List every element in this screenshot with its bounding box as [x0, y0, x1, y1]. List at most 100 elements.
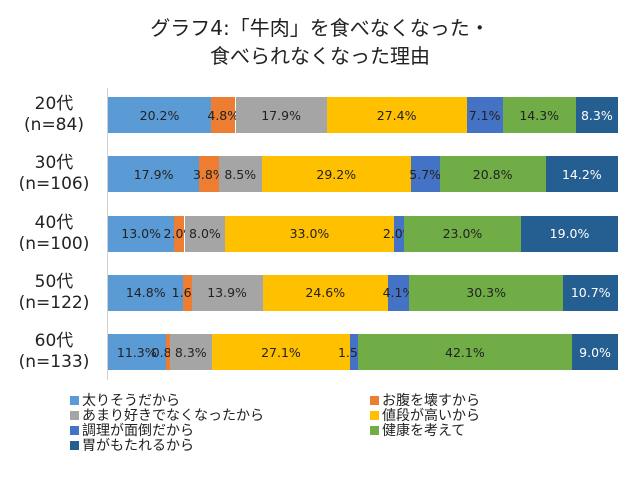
legend-swatch [370, 410, 379, 420]
bar-segment: 1.5% [338, 334, 370, 371]
legend-swatch [370, 425, 379, 435]
data-label: 8.5% [224, 166, 257, 182]
bar-segment: 14.8% [108, 274, 184, 311]
legend-label: 健康を考えて [382, 423, 466, 439]
legend-label: 調理が面倒だから [82, 423, 194, 439]
legend-swatch [70, 395, 79, 405]
legend-item: あまり好きでなくなったから [70, 407, 264, 424]
data-label: 42.1% [445, 344, 485, 360]
data-label: 3.8% [192, 166, 225, 182]
data-label: 13.0% [121, 226, 161, 242]
bar-segment: 33.0% [225, 215, 394, 252]
bar-segment: 14.2% [545, 156, 618, 193]
sample-size: (n=106) [18, 174, 90, 195]
bar-segment: 19.0% [521, 215, 618, 252]
bar-segment: 10.7% [563, 274, 618, 311]
bar-segment: 30.3% [408, 274, 564, 311]
category-label: 20代 (n=84) [6, 94, 102, 136]
data-label: 4.1% [382, 285, 415, 301]
data-label: 9.0% [579, 344, 611, 360]
data-label: 8.3% [580, 107, 613, 123]
data-label: 20.8% [472, 166, 513, 182]
bar-segment: 13.0% [108, 215, 175, 252]
data-label: 14.2% [561, 166, 602, 182]
bar-segment: 20.8% [439, 156, 546, 193]
legend-label: 太りそうだから [82, 393, 180, 409]
bar-segment: 4.8% [207, 97, 239, 133]
data-label: 4.8% [207, 107, 240, 123]
legend-label: お腹を壊すから [382, 393, 480, 409]
data-label: 10.7% [570, 285, 611, 301]
category-axis [107, 88, 108, 380]
legend-item: 値段が高いから [370, 407, 480, 424]
data-label: 8.0% [189, 226, 221, 242]
sample-size: (n=100) [18, 233, 90, 254]
bar-segment: 24.6% [262, 274, 388, 311]
age-group: 40代 [34, 212, 74, 233]
bar-segment: 2.0% [164, 215, 195, 252]
legend-swatch [70, 410, 79, 420]
bar-segment: 8.0% [184, 215, 226, 252]
category-label: 60代 (n=133) [6, 331, 102, 373]
legend-item: お腹を壊すから [370, 392, 480, 409]
data-label: 20.2% [139, 107, 180, 123]
chart-title: グラフ4:「牛肉」を食べなくなった・ 食べられなくなった理由 [0, 14, 640, 70]
category-label: 30代 (n=106) [6, 153, 102, 195]
bar-segment: 23.0% [403, 215, 522, 252]
data-label: 19.0% [549, 226, 590, 242]
data-label: 27.1% [261, 344, 301, 360]
sample-size: (n=84) [24, 115, 84, 135]
legend-item: 太りそうだから [70, 392, 180, 409]
age-group: 60代 [34, 331, 74, 352]
sample-size: (n=133) [18, 352, 90, 373]
data-label: 14.3% [519, 107, 560, 123]
sample-size: (n=122) [18, 292, 90, 313]
age-group: 30代 [34, 153, 74, 174]
data-label: 13.9% [207, 285, 247, 301]
bar-segment: 5.7% [409, 156, 442, 193]
legend-label: あまり好きでなくなったから [82, 408, 264, 424]
category-label: 50代 (n=122) [6, 272, 102, 314]
data-label: 11.3% [116, 344, 157, 360]
age-group: 50代 [34, 271, 74, 292]
bar-segment: 8.5% [218, 156, 262, 193]
bar-segment: 17.9% [235, 97, 327, 133]
data-label: 17.9% [133, 166, 174, 182]
data-label: 33.0% [289, 226, 330, 242]
bar-segment: 1.6% [172, 274, 203, 311]
data-label: 5.7% [409, 166, 442, 182]
bar-segment: 17.9% [108, 156, 200, 193]
bar-segment: 13.9% [191, 274, 263, 311]
legend-label: 胃がもたれるから [82, 438, 194, 454]
bar-segment: 29.2% [261, 156, 411, 193]
legend-swatch [70, 425, 79, 435]
bar-segment: 27.1% [211, 334, 350, 371]
legend-swatch [370, 395, 379, 405]
data-label: 23.0% [442, 226, 483, 242]
category-label: 40代 (n=100) [6, 213, 102, 255]
age-group: 20代 [34, 94, 74, 114]
bar-segment: 4.1% [383, 274, 414, 311]
legend-item: 胃がもたれるから [70, 437, 194, 454]
data-label: 29.2% [316, 166, 357, 182]
data-label: 14.8% [125, 285, 166, 301]
legend-swatch [70, 440, 79, 450]
bar-segment: 2.0% [383, 215, 415, 252]
data-label: 24.6% [305, 285, 346, 301]
title-line-1: グラフ4:「牛肉」を食べなくなった・ [150, 16, 490, 40]
data-label: 8.3% [174, 344, 207, 360]
bar-segment: 14.3% [502, 97, 576, 133]
legend-item: 調理が面倒だから [70, 422, 194, 439]
bar-segment: 3.8% [193, 156, 225, 193]
title-line-2: 食べられなくなった理由 [210, 44, 430, 68]
bar-segment: 42.1% [357, 334, 573, 371]
bar-segment: 27.4% [326, 97, 467, 133]
data-label: 27.4% [376, 107, 417, 123]
bar-segment: 8.3% [575, 97, 618, 133]
bar-segment: 9.0% [572, 334, 618, 371]
data-label: 17.9% [261, 107, 301, 123]
data-label: 7.1% [468, 107, 501, 123]
legend-item: 健康を考えて [370, 422, 466, 439]
bar-segment: 8.3% [169, 334, 212, 371]
